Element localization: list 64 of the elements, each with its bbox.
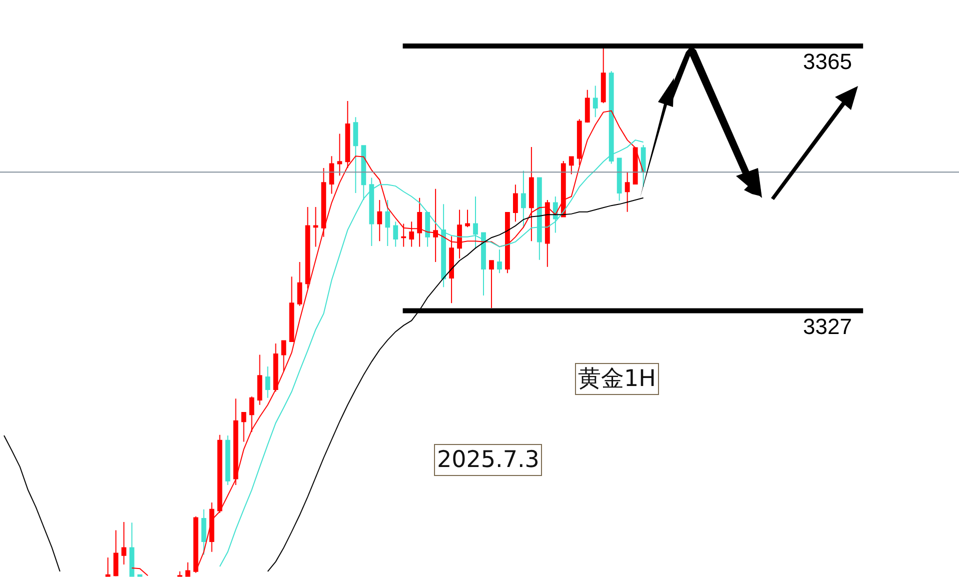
candlestick [401,223,406,248]
candlestick [616,158,622,202]
candlestick [393,221,398,248]
candlestick [505,212,510,274]
candlestick [640,144,646,188]
candlestick [497,248,502,274]
candlestick [273,343,278,392]
candlestick [217,434,222,514]
candlestick [465,209,470,228]
candlestick [457,209,462,260]
candlestick [265,366,270,398]
candlestick [337,133,342,176]
candlestick [113,530,118,577]
candlestick [137,574,142,577]
candlestick [369,177,374,246]
candlestick [385,200,390,246]
candlestick [592,85,598,118]
candlestick [377,200,382,242]
candlestick [129,522,134,577]
candlestick [568,156,574,175]
candlestick [257,354,262,406]
candlestick [297,262,302,306]
candlestick [528,146,534,242]
candlestick [241,412,246,442]
candlestick [425,211,430,248]
candlestick [433,188,438,263]
candlestick [225,435,230,486]
candlestick [632,147,638,184]
candlestick [513,184,518,222]
candlestick [305,206,310,289]
candlestick [201,508,206,556]
candlestick [417,197,422,248]
candlestick [473,196,478,250]
candlestick [560,160,566,218]
candlestick [289,276,294,342]
annotation: 黄金1H [578,366,656,392]
candlestick [544,200,550,268]
candlestick [489,260,494,309]
candlestick [481,232,486,296]
candlestick [121,521,126,565]
candlestick [313,206,318,248]
candlestick [249,396,254,433]
ref-line-label: 3327 [803,314,852,339]
candlestick [576,118,582,166]
candlestick [521,170,526,228]
candlestick [624,172,630,212]
candlestick [185,562,190,577]
candlestick [233,398,238,486]
candlestick [552,196,558,234]
candlestick [449,236,454,304]
candlestick [536,177,542,260]
candlestick [177,570,182,577]
annotation: 2025.7.3 [437,447,540,473]
candlestick [321,167,326,238]
candlestick [409,221,414,248]
ref-line-label: 3365 [803,49,852,74]
candlestick [600,46,606,104]
candlestick [441,204,446,288]
candlestick [361,145,366,200]
candlestick [329,156,334,194]
candlestick [281,340,286,372]
candlestick [353,116,358,194]
candlestick [584,89,590,124]
candlestick [105,556,110,577]
